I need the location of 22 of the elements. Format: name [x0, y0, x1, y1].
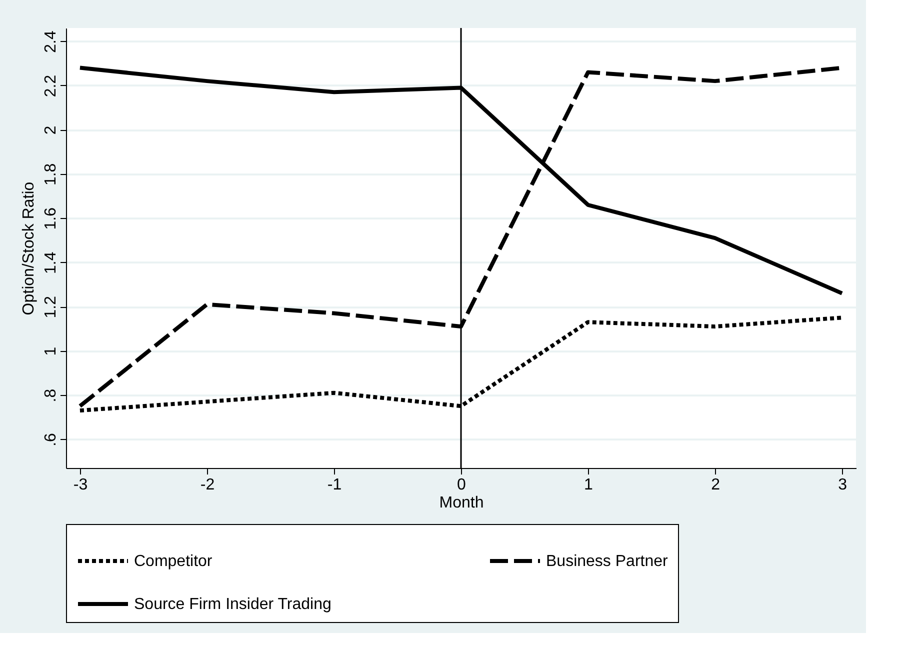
y-tick-label: 1.2: [42, 296, 60, 318]
y-tick-label: 1.8: [42, 163, 60, 186]
y-tick-label: 2: [42, 126, 60, 135]
y-tick-label: 1.6: [42, 207, 60, 230]
x-tick-label: -2: [200, 476, 215, 494]
x-tick-label: 2: [711, 476, 720, 494]
x-tick-label: 0: [457, 476, 466, 494]
legend-label: Business Partner: [546, 553, 669, 570]
y-tick-label: 1: [42, 346, 60, 356]
legend-label: Source Firm Insider Trading: [134, 596, 332, 613]
y-tick-label: 1.4: [42, 252, 60, 274]
y-tick-label: .6: [42, 432, 60, 446]
x-tick-label: -1: [327, 476, 342, 494]
x-tick-label: -3: [73, 476, 88, 494]
y-axis-title: Option/Stock Ratio: [20, 182, 38, 316]
x-tick-label: 1: [584, 476, 594, 494]
y-tick-label: .8: [42, 388, 60, 402]
y-tick-label: 2.2: [42, 74, 60, 98]
x-axis-title: Month: [439, 494, 484, 512]
x-tick-label: 3: [838, 476, 848, 494]
y-tick-label: 2.4: [42, 30, 60, 53]
legend-label: Competitor: [134, 553, 213, 570]
